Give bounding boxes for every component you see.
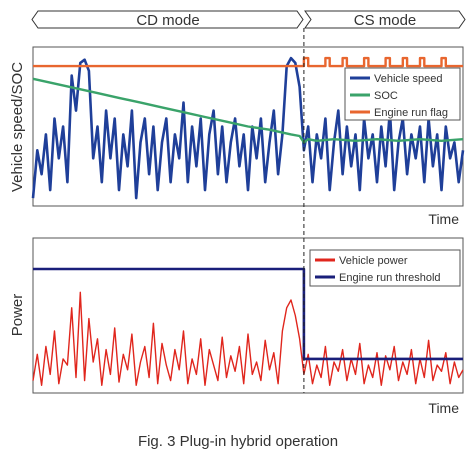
- cs-mode-arrow: [304, 10, 466, 29]
- legend-label-engine-run-flag: Engine run flag: [374, 107, 448, 119]
- top-plot-frame: [32, 46, 464, 207]
- cd-mode-arrow: [31, 10, 304, 29]
- top-panel: Vehicle speed/SOC Time Vehicle speed SOC…: [9, 46, 465, 227]
- cs-mode-label: CS mode: [354, 12, 417, 29]
- figure-caption: Fig. 3 Plug-in hybrid operation: [138, 433, 338, 450]
- legend-label-vehicle-speed: Vehicle speed: [374, 73, 443, 85]
- bottom-plot-frame: [32, 237, 464, 394]
- series-line-vehicle-power: [32, 291, 464, 386]
- bottom-legend-box: [309, 249, 461, 287]
- bottom-y-axis-label: Power: [9, 294, 26, 337]
- series-line-engine-run-threshold: [33, 267, 463, 361]
- series-line-soc: [32, 77, 464, 144]
- top-plot-marks: [31, 56, 465, 200]
- series-line-engine-run-flag: [33, 56, 463, 68]
- series-line-vehicle-speed: [31, 56, 465, 200]
- top-legend: Vehicle speed SOC Engine run flag: [344, 67, 461, 121]
- legend-label-engine-run-threshold: Engine run threshold: [339, 272, 441, 284]
- bottom-x-axis-label: Time: [428, 400, 459, 416]
- bottom-panel: Power Time Vehicle power Engine run thre…: [9, 237, 464, 416]
- mode-bar: CD mode CS mode: [31, 10, 466, 29]
- cd-mode-label: CD mode: [136, 12, 199, 29]
- legend-label-soc: SOC: [374, 90, 398, 102]
- bottom-plot-marks: [32, 267, 464, 386]
- bottom-legend: Vehicle power Engine run threshold: [309, 249, 461, 287]
- legend-label-vehicle-power: Vehicle power: [339, 255, 408, 267]
- top-y-axis-label: Vehicle speed/SOC: [9, 62, 26, 192]
- top-x-axis-label: Time: [428, 211, 459, 227]
